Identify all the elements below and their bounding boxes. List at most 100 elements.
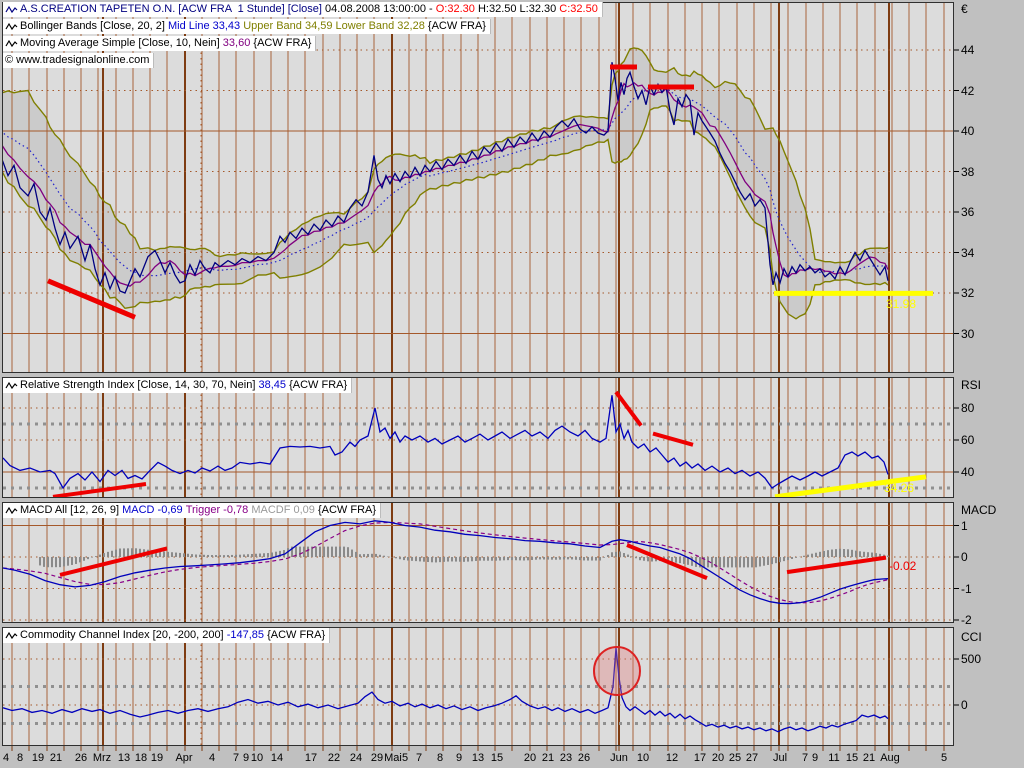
axis-title-main: €: [961, 2, 968, 16]
macd-layer: [3, 520, 953, 621]
time-axis-label: Aug: [880, 752, 900, 764]
axis-tick-label: 40: [961, 465, 975, 479]
annotations-macd: [59, 543, 887, 580]
circle-annotation[interactable]: [593, 645, 641, 696]
time-axis-label: 4: [208, 752, 216, 764]
copyright-text: © www.tradesignalonline.com: [5, 54, 150, 66]
axis-tick-label: 44: [961, 43, 975, 57]
legend-text-segment: -147,85: [226, 629, 268, 641]
copyright-notice: © www.tradesignalonline.com: [3, 53, 155, 68]
legend-text-segment: Relative Strength Index [Close, 14, 30, …: [20, 379, 259, 391]
price-close-line[interactable]: [2, 62, 889, 294]
cci-layer: [3, 647, 953, 733]
bollinger-band-fill: [3, 48, 888, 319]
annotations-cci: [593, 645, 641, 696]
time-axis-label: 20: [523, 752, 537, 764]
time-axis-label: 9: [242, 752, 250, 764]
annotation-value-label: 34.26: [884, 481, 915, 495]
macdf-histogram: [39, 546, 889, 568]
legend-text-segment: 38,45: [258, 379, 290, 391]
macd-series-icon: [5, 506, 18, 515]
time-axis-label: 29: [370, 752, 384, 764]
bollinger-upper-band-line[interactable]: [0, 47, 889, 264]
legend-text-segment: Upper Band 34,59 Lower Band 32,28: [243, 20, 428, 32]
legend-text-segment: A.S.CREATION TAPETEN O.N. [ACW FRA 1 Stu…: [20, 3, 326, 15]
trendline-annotation[interactable]: [47, 278, 136, 320]
axis-tick-label: 36: [961, 205, 975, 219]
time-axis-label: 10: [250, 752, 264, 764]
gridlines-rsi: [11, 378, 945, 497]
time-axis-label: 25: [728, 752, 742, 764]
axis-tick-label: -1: [961, 581, 972, 596]
time-axis-label: 14: [270, 752, 284, 764]
time-axis-label: 15: [490, 752, 504, 764]
time-axis-label: 13: [471, 752, 485, 764]
annotations-main: [47, 64, 933, 320]
trendline-annotation[interactable]: [786, 555, 887, 575]
legend-row-ma[interactable]: Moving Average Simple [Close, 10, Nein] …: [3, 36, 317, 51]
legend-row-rsi[interactable]: Relative Strength Index [Close, 14, 30, …: [3, 378, 353, 393]
bollinger-series-icon: [5, 22, 18, 31]
time-axis-label: 7: [232, 752, 240, 764]
bollinger-mid-line[interactable]: [0, 85, 889, 277]
time-axis-label: 27: [745, 752, 759, 764]
time-axis-label: 10: [636, 752, 650, 764]
time-axis-label: 7: [801, 752, 809, 764]
legend-text-segment: {ACW FRA}: [427, 20, 486, 32]
axis-tick-label: 32: [961, 286, 975, 300]
annotation-value-label: 31.98: [886, 297, 917, 311]
annotation-value-label: -0.02: [889, 559, 917, 573]
time-axis-label: 18: [134, 752, 148, 764]
legend-row-bollinger[interactable]: Bollinger Bands [Close, 20, 2] Mid Line …: [3, 19, 491, 34]
time-axis-label: 15: [845, 752, 859, 764]
legend-row-cci[interactable]: Commodity Channel Index [20, -200, 200] …: [3, 628, 331, 643]
legend-text-segment: H:32.50 L:32.30: [477, 3, 560, 15]
axis-tick-label: 34: [961, 245, 975, 260]
legend-text-segment: Moving Average Simple [Close, 10, Nein]: [20, 37, 223, 49]
bollinger-lower-band-line[interactable]: [0, 101, 889, 320]
time-axis-label: 9: [811, 752, 819, 764]
trendline-annotation[interactable]: [59, 546, 168, 577]
time-axis-label: 7: [415, 752, 423, 764]
axis-tick-label: 1: [961, 518, 968, 533]
legend-row-macd[interactable]: MACD All [12, 26, 9] MACD -0,69 Trigger …: [3, 503, 382, 518]
time-axis-label: Jun: [610, 752, 628, 764]
time-axis-label: 8: [16, 752, 24, 764]
legend-text-segment: Bollinger Bands [Close, 20, 2]: [20, 20, 168, 32]
legend-row-instrument[interactable]: A.S.CREATION TAPETEN O.N. [ACW FRA 1 Stu…: [3, 2, 603, 17]
legend-text-segment: Trigger -0,78: [185, 504, 252, 516]
time-axis-label: Mai: [384, 752, 402, 764]
legend-text-segment: Mid Line 33,43: [167, 20, 244, 32]
axis-tick-label: 80: [961, 401, 975, 415]
trendline-annotation[interactable]: [774, 474, 927, 497]
macd-trigger-line[interactable]: [3, 521, 889, 604]
time-axis-label: 19: [31, 752, 45, 764]
time-axis-label: 8: [436, 752, 444, 764]
axis-tick-label: 0: [961, 550, 968, 564]
time-axis-label: 24: [349, 752, 363, 764]
axis-tick-label: 38: [961, 164, 975, 179]
time-axis-label: Mrz: [92, 752, 112, 764]
trendline-annotation[interactable]: [614, 390, 643, 427]
trendline-annotation[interactable]: [652, 431, 694, 447]
macd-line[interactable]: [3, 520, 889, 605]
time-axis-label: 13: [117, 752, 131, 764]
axis-tick-label: 42: [961, 83, 975, 98]
legend-text-segment: Commodity Channel Index [20, -200, 200]: [20, 629, 227, 641]
rsi-line[interactable]: [3, 395, 889, 490]
gridlines-macd: [11, 503, 945, 622]
axis-tick-label: 40: [961, 124, 975, 138]
time-axis-label: 5: [940, 752, 948, 764]
time-axis-label: 17: [304, 752, 318, 764]
axis-title-macd: MACD: [961, 503, 997, 517]
time-axis-label: 21: [862, 752, 876, 764]
time-axis-label: 21: [541, 752, 555, 764]
time-axis-label: Apr: [175, 752, 193, 764]
time-axis-label: 17: [693, 752, 707, 764]
trendline-annotation[interactable]: [626, 543, 708, 580]
trendline-annotation[interactable]: [52, 482, 147, 497]
cci-line[interactable]: [3, 647, 889, 733]
axis-title-cci: CCI: [961, 630, 982, 644]
legend-text-segment: {ACW FRA}: [317, 504, 377, 516]
